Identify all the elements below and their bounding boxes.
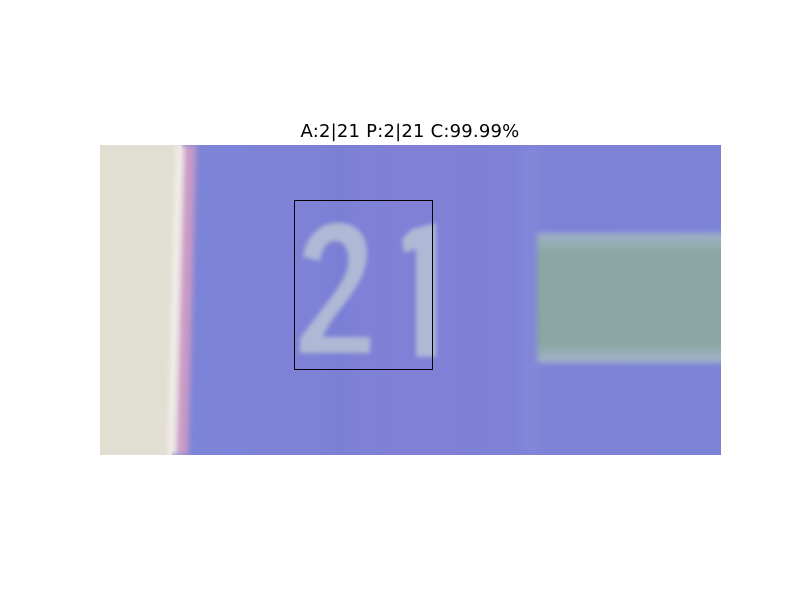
photo-svg <box>100 145 721 455</box>
sign-edge <box>168 145 196 455</box>
photo-crop <box>100 145 721 455</box>
detection-bounding-box <box>294 200 433 370</box>
prediction-caption: A:2|21 P:2|21 C:99.99% <box>300 121 520 142</box>
sign-body <box>172 145 721 455</box>
adjacent-plate <box>537 233 721 363</box>
sign-numeral-21 <box>300 222 436 357</box>
